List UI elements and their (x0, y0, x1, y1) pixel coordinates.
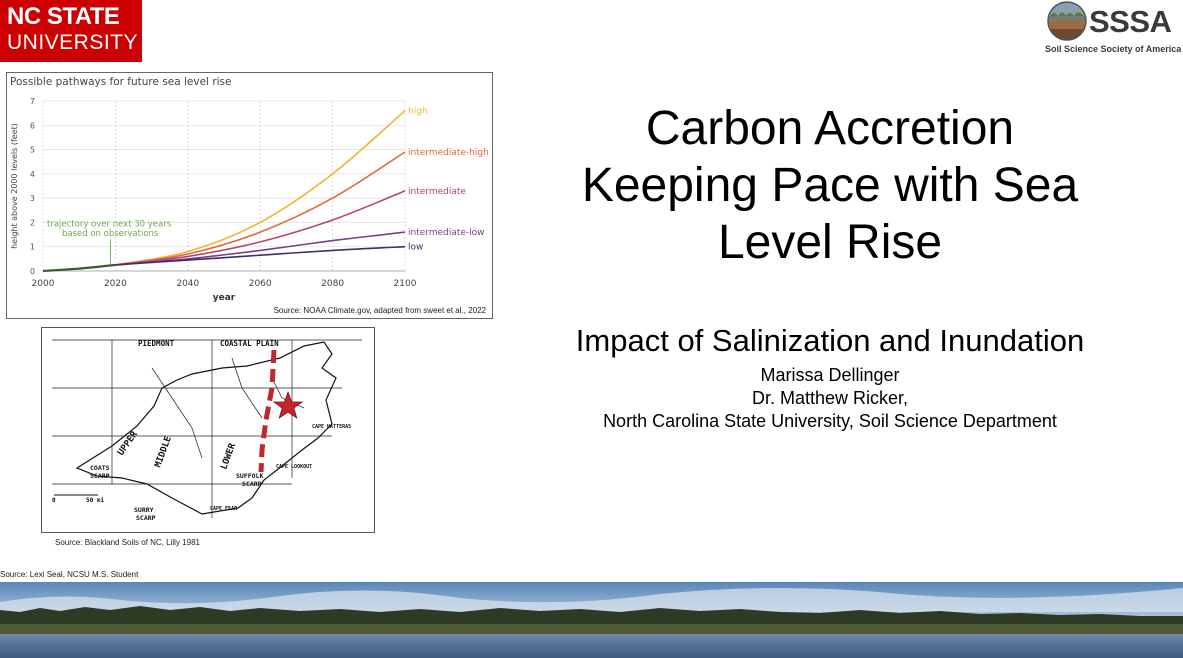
x-tick-label: 2020 (104, 279, 127, 289)
slide-subtitle: Impact of Salinization and Inundation (575, 323, 1085, 358)
map-source: Source: Blackland Soils of NC, Lilly 198… (55, 538, 200, 547)
map-zone-lower: LOWER (219, 442, 238, 471)
y-tick-label: 7 (30, 97, 35, 106)
slide-title-line3: Level Rise (717, 216, 943, 269)
ncsu-logo: NC STATE UNIVERSITY (0, 0, 142, 62)
chart-title: Possible pathways for future sea level r… (10, 76, 232, 88)
observed-label-line1: trajectory over next 30 years (47, 219, 172, 229)
y-tick-label: 0 (30, 267, 35, 276)
y-tick-label: 4 (30, 170, 35, 179)
y-tick-label: 6 (30, 121, 35, 130)
map-zone-middle: MIDDLE (153, 435, 174, 469)
map-label-suffolk: SUFFOLK (236, 472, 263, 480)
map-scale-zero: 0 (52, 497, 56, 504)
map-label-cape-lookout: CAPE LOOKOUT (276, 464, 312, 470)
y-tick-label: 2 (30, 218, 35, 227)
y-tick-label: 3 (30, 194, 35, 203)
map-label-suffolk-scarp: SCARP (242, 480, 262, 488)
slide-title-line2: Keeping Pace with Sea (581, 159, 1079, 212)
ncsu-logo-line1: NC STATE (7, 3, 120, 30)
ncsu-logo-line2: UNIVERSITY (7, 31, 139, 54)
y-tick-label: 1 (30, 243, 35, 252)
chart-source: Source: NOAA Climate.gov, adapted from s… (273, 306, 486, 315)
nc-outline (75, 341, 337, 515)
map-label-cape-fear: CAPE FEAR (210, 506, 238, 512)
series-label-intermediate-high: intermediate-high (408, 148, 489, 158)
study-site-star-icon (272, 390, 304, 419)
y-axis-label: height above 2000 levels (feet) (10, 123, 19, 249)
photo-source: Source: Lexi Seal, NCSU M.S. Student (0, 570, 139, 579)
series-label-intermediate-low: intermediate-low (408, 228, 485, 238)
map-grid-lines (52, 339, 362, 518)
x-tick-label: 2100 (394, 279, 417, 289)
sssa-full-name: Soil Science Society of America (1045, 44, 1182, 54)
map-label-surry-scarp: SCARP (136, 514, 156, 522)
advisor-name: Dr. Matthew Ricker, (751, 388, 909, 408)
sssa-abbreviation: SSSA (1089, 4, 1172, 39)
map-label-piedmont: PIEDMONT (138, 339, 175, 348)
sea-level-chart-svg: 0 1 2 3 4 5 6 7 2000 2020 2040 2060 2080 2100 year heig… (10, 97, 489, 303)
series-label-intermediate: intermediate (408, 187, 466, 197)
series-label-low: low (408, 243, 423, 253)
author-name: Marissa Dellinger (760, 365, 900, 385)
nc-coastal-plain-map: PIEDMONT COASTAL PLAIN CAPE HATTERAS CAP… (41, 327, 375, 533)
y-tick-label: 5 (30, 146, 35, 155)
map-label-coats: COATS (90, 464, 110, 472)
series-line-intermediate (115, 190, 406, 266)
slide-title-line1: Carbon Accretion (645, 102, 1015, 155)
map-scale-50mi: 50 mi (86, 497, 104, 504)
x-tick-label: 2000 (32, 279, 55, 289)
observed-line (42, 263, 116, 273)
series-label-high: high (408, 107, 428, 117)
x-axis-label: year (213, 293, 236, 303)
map-label-cape-hatteras: CAPE HATTERAS (312, 424, 351, 430)
sssa-emblem-icon (1047, 1, 1087, 41)
series-line-low (115, 245, 406, 266)
map-zone-upper: UPPER (116, 429, 140, 457)
map-label-coats-scarp: SCARP (90, 472, 110, 480)
sea-level-chart: 0 1 2 3 4 5 6 7 2000 2020 2040 2060 2080 2100 year heig… (6, 72, 493, 319)
x-tick-label: 2040 (176, 279, 199, 289)
nc-map-svg: PIEDMONT COASTAL PLAIN CAPE HATTERAS CAP… (52, 339, 362, 522)
x-tick-label: 2080 (321, 279, 344, 289)
series-line-intermediate-high (115, 151, 406, 266)
observed-label-line2: based on observations (62, 229, 159, 239)
marsh-photo (0, 582, 1183, 658)
affiliation: North Carolina State University, Soil Sc… (603, 411, 1057, 431)
x-tick-label: 2060 (249, 279, 272, 289)
slide-title: Carbon Accretion Keeping Pace with Sea L… (520, 100, 1140, 271)
map-label-surry: SURRY (134, 506, 154, 514)
map-label-coastal-plain: COASTAL PLAIN (220, 339, 279, 348)
suffolk-scarp-line (258, 349, 277, 473)
series-line-high (115, 110, 406, 266)
